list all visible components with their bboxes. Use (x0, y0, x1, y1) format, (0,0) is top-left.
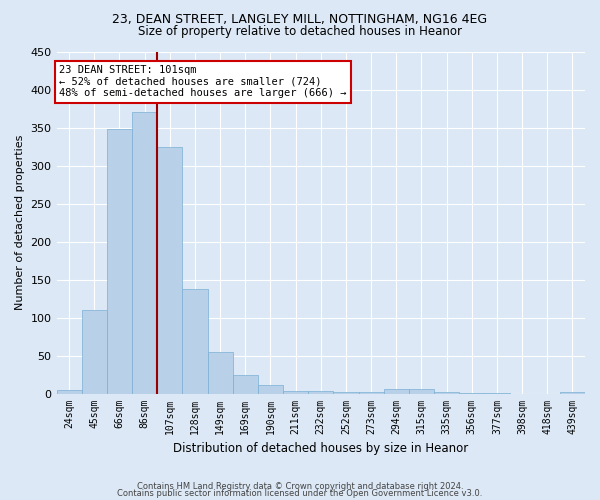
Bar (258, 385, 283, 394)
Y-axis label: Number of detached properties: Number of detached properties (15, 135, 25, 310)
Text: Contains HM Land Registry data © Crown copyright and database right 2024.: Contains HM Land Registry data © Crown c… (137, 482, 463, 491)
Bar (132, 112, 157, 394)
Bar (484, 393, 509, 394)
Bar (409, 389, 434, 394)
Bar (308, 390, 334, 394)
Bar (459, 393, 484, 394)
Bar (157, 148, 182, 394)
Bar (560, 392, 585, 394)
Text: 23, DEAN STREET, LANGLEY MILL, NOTTINGHAM, NG16 4EG: 23, DEAN STREET, LANGLEY MILL, NOTTINGHA… (112, 12, 488, 26)
Bar (383, 389, 409, 394)
Bar (434, 392, 459, 394)
Bar (334, 392, 359, 394)
Bar (283, 390, 308, 394)
Text: 23 DEAN STREET: 101sqm
← 52% of detached houses are smaller (724)
48% of semi-de: 23 DEAN STREET: 101sqm ← 52% of detached… (59, 65, 347, 98)
Bar (82, 310, 107, 394)
Bar (233, 374, 258, 394)
Bar (359, 392, 383, 394)
Bar (107, 129, 132, 394)
Text: Contains public sector information licensed under the Open Government Licence v3: Contains public sector information licen… (118, 490, 482, 498)
X-axis label: Distribution of detached houses by size in Heanor: Distribution of detached houses by size … (173, 442, 469, 455)
Bar (56, 390, 82, 394)
Bar (208, 352, 233, 394)
Bar (182, 290, 208, 394)
Text: Size of property relative to detached houses in Heanor: Size of property relative to detached ho… (138, 25, 462, 38)
